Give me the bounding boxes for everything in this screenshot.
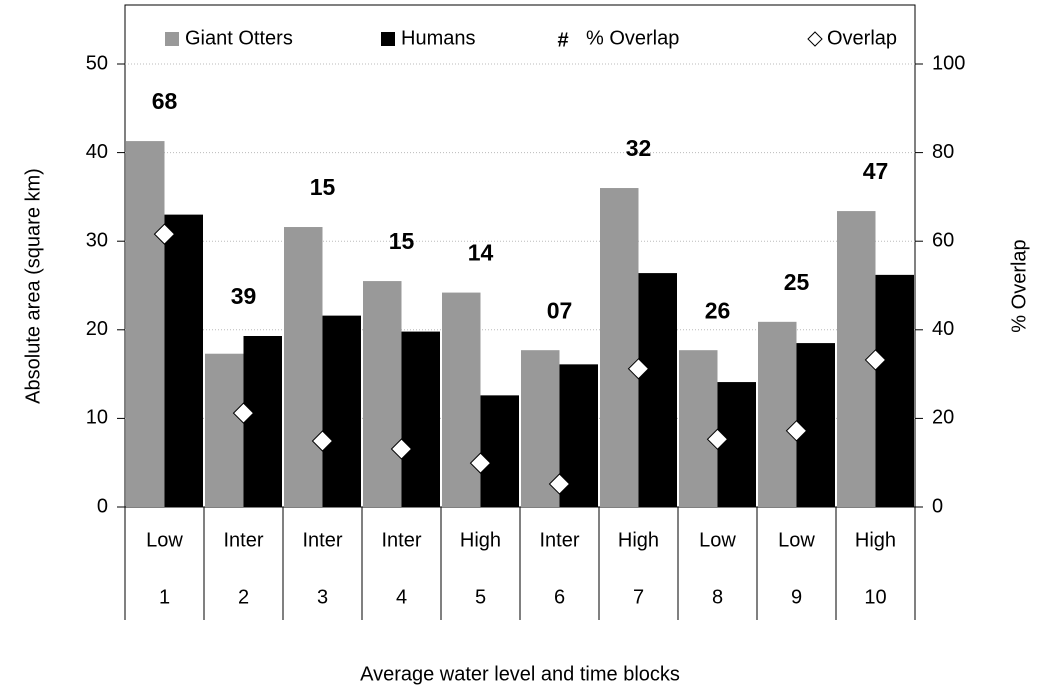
- x-tick-label: 1: [159, 586, 170, 608]
- overlap-label: 47: [863, 158, 889, 184]
- bar: [243, 336, 282, 507]
- legend-label: Humans: [401, 27, 475, 49]
- legend-label: Overlap: [827, 27, 897, 49]
- overlap-label: 25: [784, 269, 810, 295]
- bar: [875, 274, 914, 507]
- bar: [442, 292, 481, 507]
- overlap-marker: [311, 430, 334, 452]
- overlap-marker: [232, 402, 255, 424]
- y-tick-label: 20: [86, 318, 108, 340]
- y-tick-label: 10: [86, 407, 108, 429]
- bar: [322, 315, 361, 507]
- x-tick-label: 6: [554, 586, 565, 608]
- legend-marker: [807, 31, 823, 47]
- bar: [717, 382, 756, 507]
- legend-label: % Overlap: [586, 27, 679, 49]
- bar: [164, 214, 203, 507]
- overlap-marker: [390, 438, 413, 460]
- bar: [638, 273, 677, 507]
- bar: [480, 395, 519, 507]
- overlap-label: 32: [626, 135, 652, 161]
- overlap-label: 07: [547, 297, 573, 323]
- x-group-label: Inter: [539, 529, 579, 551]
- overlap-label: 14: [468, 240, 494, 266]
- y-tick-label: 30: [86, 229, 108, 251]
- y-tick-label: 50: [86, 52, 108, 74]
- x-group-label: High: [460, 529, 501, 551]
- overlap-marker: [627, 358, 650, 380]
- overlap-marker: [706, 428, 729, 450]
- x-tick-label: 5: [475, 586, 486, 608]
- bar: [126, 141, 165, 507]
- overlap-marker: [469, 452, 492, 474]
- overlap-label: 39: [231, 283, 257, 309]
- x-tick-label: 3: [317, 586, 328, 608]
- x-group-label: Inter: [223, 529, 263, 551]
- x-tick-label: 4: [396, 586, 407, 608]
- y2-tick-label: 100: [932, 52, 965, 74]
- bar: [796, 343, 835, 507]
- x-tick-label: 7: [633, 586, 644, 608]
- y-axis-label: Absolute area (square km): [22, 168, 44, 404]
- x-group-label: High: [618, 529, 659, 551]
- x-group-label: Low: [146, 529, 183, 551]
- x-group-label: Inter: [302, 529, 342, 551]
- overlap-label: 15: [310, 174, 336, 200]
- x-group-label: Inter: [381, 529, 421, 551]
- bar: [758, 321, 797, 507]
- x-axis-label: Average water level and time blocks: [360, 663, 680, 685]
- overlap-marker: [153, 223, 176, 245]
- overlap-label: 15: [389, 228, 415, 254]
- y2-tick-label: 0: [932, 495, 943, 517]
- overlap-label: 68: [152, 88, 178, 114]
- overlap-label: 26: [705, 297, 731, 323]
- x-group-label: High: [855, 529, 896, 551]
- bar: [205, 353, 244, 507]
- bar: [679, 350, 718, 507]
- y2-tick-label: 20: [932, 407, 954, 429]
- x-tick-label: 2: [238, 586, 249, 608]
- y2-axis-label: % Overlap: [1008, 239, 1030, 332]
- x-tick-label: 9: [791, 586, 802, 608]
- y2-tick-label: 80: [932, 141, 954, 163]
- legend-symbol: #: [557, 29, 568, 51]
- bar: [600, 188, 639, 508]
- y-tick-label: 40: [86, 141, 108, 163]
- x-tick-label: 10: [864, 586, 886, 608]
- x-group-label: Low: [778, 529, 815, 551]
- overlap-marker: [785, 420, 808, 442]
- legend-label: Giant Otters: [185, 27, 293, 49]
- x-group-label: Low: [699, 529, 736, 551]
- legend-swatch: [165, 32, 179, 46]
- y2-tick-label: 60: [932, 229, 954, 251]
- bar: [284, 227, 323, 508]
- x-tick-label: 8: [712, 586, 723, 608]
- y-tick-label: 0: [97, 495, 108, 517]
- bar: [363, 281, 402, 507]
- overlap-marker: [548, 473, 571, 495]
- legend-swatch: [381, 32, 395, 46]
- bar: [401, 331, 440, 507]
- y2-tick-label: 40: [932, 318, 954, 340]
- overlap-marker: [864, 349, 887, 371]
